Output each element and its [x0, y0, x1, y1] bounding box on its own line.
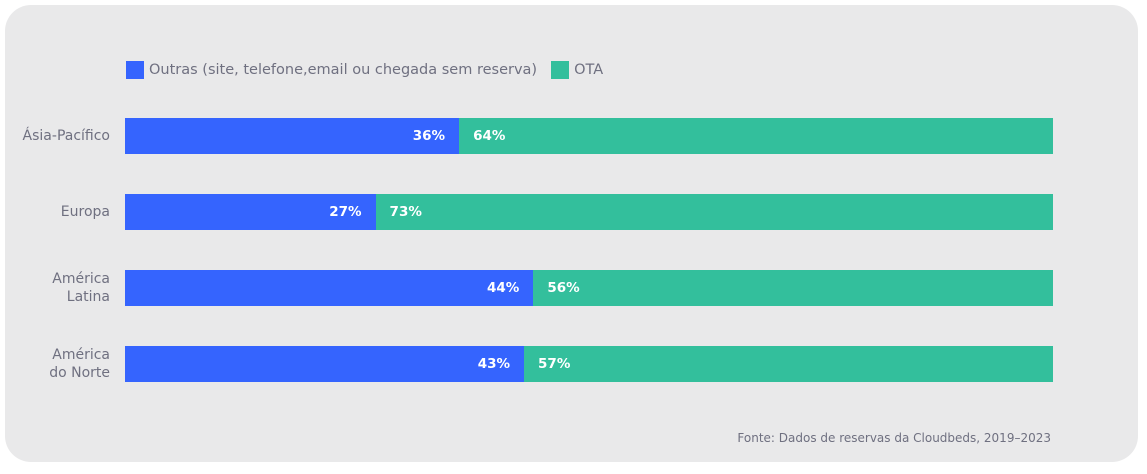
bar-segment-outras: 36%	[125, 118, 460, 154]
data-label: 57%	[538, 356, 571, 372]
category-label-line: Ásia-Pacífico	[22, 128, 110, 144]
legend-label-outras: Outras (site, telefone,email ou chegada …	[149, 62, 538, 78]
bar-segment-ota: 57%	[524, 346, 1053, 382]
legend-item-ota: OTA	[551, 61, 603, 79]
bar-row: 27% 73%	[125, 194, 1053, 230]
category-label: América do Norte	[49, 346, 110, 382]
category-label: Europa	[61, 203, 110, 221]
bar-row: 44% 56%	[125, 270, 1053, 306]
bar-segment-outras: 43%	[125, 346, 525, 382]
source-note: Fonte: Dados de reservas da Cloudbeds, 2…	[737, 431, 1051, 445]
data-label: 43%	[477, 356, 511, 372]
bar-segment-ota: 56%	[533, 270, 1053, 306]
data-label: 27%	[329, 204, 362, 220]
legend: Outras (site, telefone,email ou chegada …	[126, 61, 617, 79]
bar-segment-outras: 44%	[125, 270, 534, 306]
category-label-line: Europa	[60, 204, 110, 220]
bar-row: 43% 57%	[125, 346, 1053, 382]
legend-item-outras: Outras (site, telefone,email ou chegada …	[126, 61, 537, 79]
chart-card	[5, 5, 1138, 462]
bar-row: 36% 64%	[125, 118, 1053, 154]
data-label: 44%	[486, 280, 520, 296]
bar-segment-ota: 73%	[375, 194, 1053, 230]
data-label: 56%	[547, 280, 580, 296]
data-label: 73%	[389, 204, 422, 220]
bar-segment-ota: 64%	[459, 118, 1053, 154]
category-label: Ásia-Pacífico	[23, 127, 110, 145]
data-label: 64%	[473, 128, 506, 144]
category-label: América Latina	[52, 270, 110, 306]
data-label: 36%	[412, 128, 446, 144]
bar-segment-outras: 27%	[125, 194, 376, 230]
legend-swatch-outras	[126, 61, 144, 79]
legend-swatch-ota	[551, 61, 570, 79]
category-label-line: Latina	[66, 289, 110, 305]
category-label-line: do Norte	[49, 365, 110, 381]
category-label-line: América	[52, 347, 110, 363]
legend-label-ota: OTA	[574, 62, 604, 78]
category-label-line: América	[52, 271, 110, 287]
